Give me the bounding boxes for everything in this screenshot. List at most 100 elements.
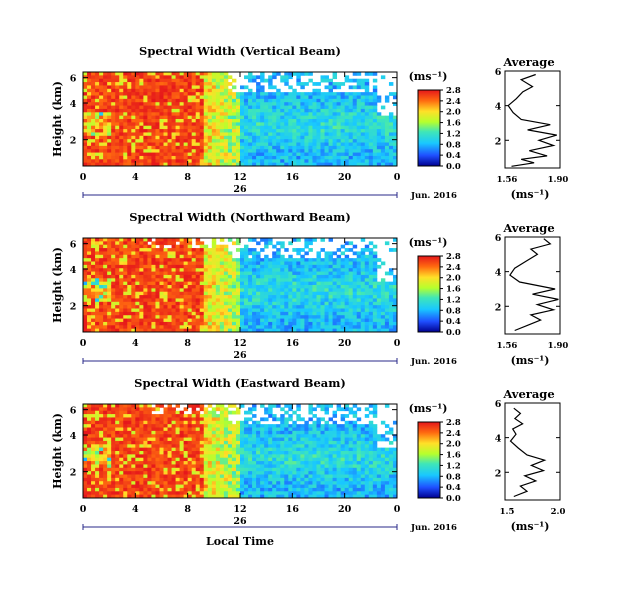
heatmap-cell [143,321,148,326]
heatmap-cell [276,119,281,123]
heatmap-cell [191,285,197,289]
heatmap-cell [324,258,329,262]
heatmap-cell [203,451,209,455]
heatmap-cell [167,481,172,485]
heatmap-cell [256,254,261,259]
heatmap-cell [159,315,164,319]
heatmap-cell [175,129,181,133]
heatmap-cell [260,308,265,313]
heatmap-cell [320,78,325,83]
heatmap-cell [235,298,241,303]
heatmap-cell [87,162,92,167]
heatmap-cell [99,457,104,462]
heatmap-cell [332,305,338,309]
heatmap-cell [139,238,144,242]
heatmap-cell [332,301,338,306]
heatmap-cell [336,278,342,283]
heatmap-cell [223,85,229,90]
heatmap-cell [159,244,164,249]
heatmap-cell [352,325,358,330]
heatmap-cell [252,152,257,157]
heatmap-cell [111,135,116,140]
heatmap-cell [199,414,205,418]
heatmap-cell [147,457,152,462]
heatmap-cell [364,315,370,319]
heatmap-cell [179,461,185,465]
heatmap-cell [99,264,104,269]
heatmap-cell [223,82,229,86]
heatmap-cell [195,464,201,469]
heatmap-cell [272,321,277,326]
heatmap-cell [199,162,205,167]
heatmap-cell [292,122,297,127]
heatmap-cell [320,325,325,330]
heatmap-cell [135,278,140,283]
heatmap-cell [135,142,140,147]
heatmap-cell [223,108,229,113]
heatmap-cell [211,285,217,289]
heatmap-cell [167,261,172,266]
heatmap-cell [215,254,221,259]
heatmap-cell [147,444,152,449]
heatmap-cell [316,291,321,296]
panel-2: Spectral Width (Northward Beam)642Height… [51,210,568,367]
heatmap-cell [231,241,237,246]
heatmap-cell [260,285,265,289]
heatmap-cell [87,88,92,93]
heatmap-cell [103,281,108,286]
heatmap-cell [179,132,185,137]
heatmap-cell [187,494,193,499]
heatmap-cell [332,315,338,319]
heatmap-cell [320,295,325,299]
heatmap-cell [336,288,342,293]
heatmap-cell [147,424,152,428]
heatmap-cell [284,78,289,83]
heatmap-cell [368,241,374,246]
heatmap-cell [207,108,213,113]
heatmap-cell [155,78,160,83]
heatmap-cell [87,115,92,120]
heatmap-cell [240,281,245,286]
heatmap-cell [103,477,108,482]
heatmap-cell [87,129,92,133]
heatmap-cell [187,149,193,153]
heatmap-cell [147,301,152,306]
heatmap-cell [95,115,100,120]
heatmap-cell [203,430,209,435]
heatmap-cell [147,420,152,425]
heatmap-cell [215,115,221,120]
heatmap-cell [167,278,172,283]
heatmap-cell [388,321,394,326]
heatmap-cell [388,305,394,309]
heatmap-cell [199,444,205,449]
heatmap-cell [360,125,366,130]
heatmap-cell [151,142,156,147]
heatmap-cell [312,152,317,157]
heatmap-cell [99,427,104,432]
heatmap-cell [312,159,317,164]
heatmap-cell [348,162,354,167]
heatmap-cell [203,407,209,412]
average-title: Average [502,221,554,235]
heatmap-cell [320,125,325,130]
heatmap-cell [332,251,338,256]
heatmap-cell [284,288,289,293]
heatmap-cell [256,92,261,96]
heatmap-cell [300,105,305,110]
heatmap-cell [260,155,265,160]
heatmap-cell [147,328,152,333]
heatmap-cell [304,162,309,167]
heatmap-cell [380,295,386,299]
heatmap-cell [123,447,128,452]
heatmap-cell [83,305,88,309]
heatmap-cell [179,494,185,499]
heatmap-cell [99,298,104,303]
heatmap-cell [248,318,253,323]
heatmap-cell [151,254,156,259]
heatmap-cell [199,454,205,459]
heatmap-cell [215,321,221,326]
heatmap-cell [99,477,104,482]
heatmap-cell [219,82,225,86]
heatmap-cell [119,464,124,469]
heatmap-cell [336,254,342,259]
